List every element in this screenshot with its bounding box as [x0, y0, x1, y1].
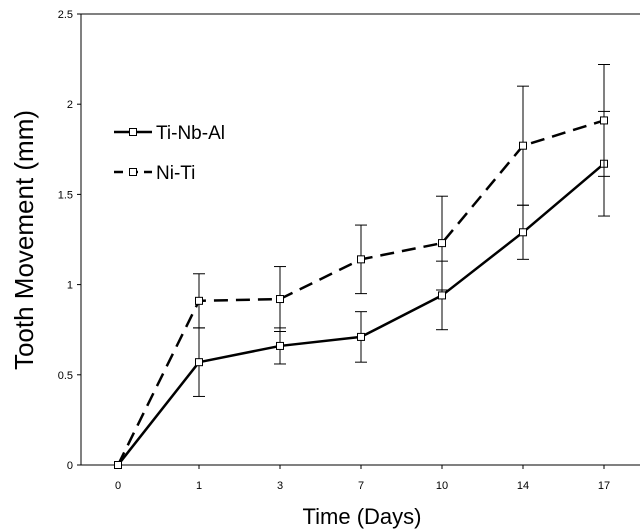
- y-tick-label: 2.5: [58, 9, 73, 21]
- legend-marker-ni-ti: [129, 168, 137, 176]
- x-tick-label: 10: [436, 480, 448, 492]
- x-tick-label: 1: [196, 480, 202, 492]
- legend-label-ni-ti: Ni-Ti: [156, 163, 195, 184]
- x-tick-label: 0: [115, 480, 121, 492]
- y-tick-label: 0: [67, 460, 73, 472]
- y-tick-label: 2: [67, 99, 73, 111]
- data-point-marker: [276, 341, 284, 350]
- legend-marker-ti-nb-al: [129, 128, 137, 136]
- x-tick-label: 14: [517, 480, 529, 492]
- data-point-marker: [519, 228, 527, 237]
- x-tick-label: 7: [358, 480, 364, 492]
- data-point-marker: [357, 332, 365, 341]
- y-ticks: 0 0.5 1 1.5 2 2.5: [58, 9, 81, 472]
- data-point-marker: [114, 461, 122, 469]
- data-point-marker: [438, 239, 446, 248]
- x-tick-label: 3: [277, 480, 283, 492]
- data-point-marker: [276, 295, 284, 304]
- series-ni-ti: [114, 64, 610, 469]
- x-tick-label: 17: [598, 480, 610, 492]
- data-point-marker: [519, 141, 527, 150]
- data-point-marker: [438, 291, 446, 300]
- data-point-marker: [195, 296, 203, 305]
- data-point-marker: [195, 358, 203, 367]
- y-tick-label: 1: [67, 280, 73, 292]
- x-ticks: 0 1 3 7 10 14 17: [115, 465, 610, 492]
- data-point-marker: [357, 255, 365, 264]
- y-tick-label: 1.5: [58, 189, 73, 201]
- data-point-marker: [600, 116, 608, 125]
- y-tick-label: 0.5: [58, 370, 73, 382]
- y-axis-title: Tooth Movement (mm): [9, 110, 39, 370]
- series-layer: [114, 64, 610, 469]
- x-axis-title: Time (Days): [303, 504, 422, 529]
- legend: Ti-Nb-Al Ni-Ti: [114, 123, 225, 184]
- legend-label-ti-nb-al: Ti-Nb-Al: [156, 123, 225, 144]
